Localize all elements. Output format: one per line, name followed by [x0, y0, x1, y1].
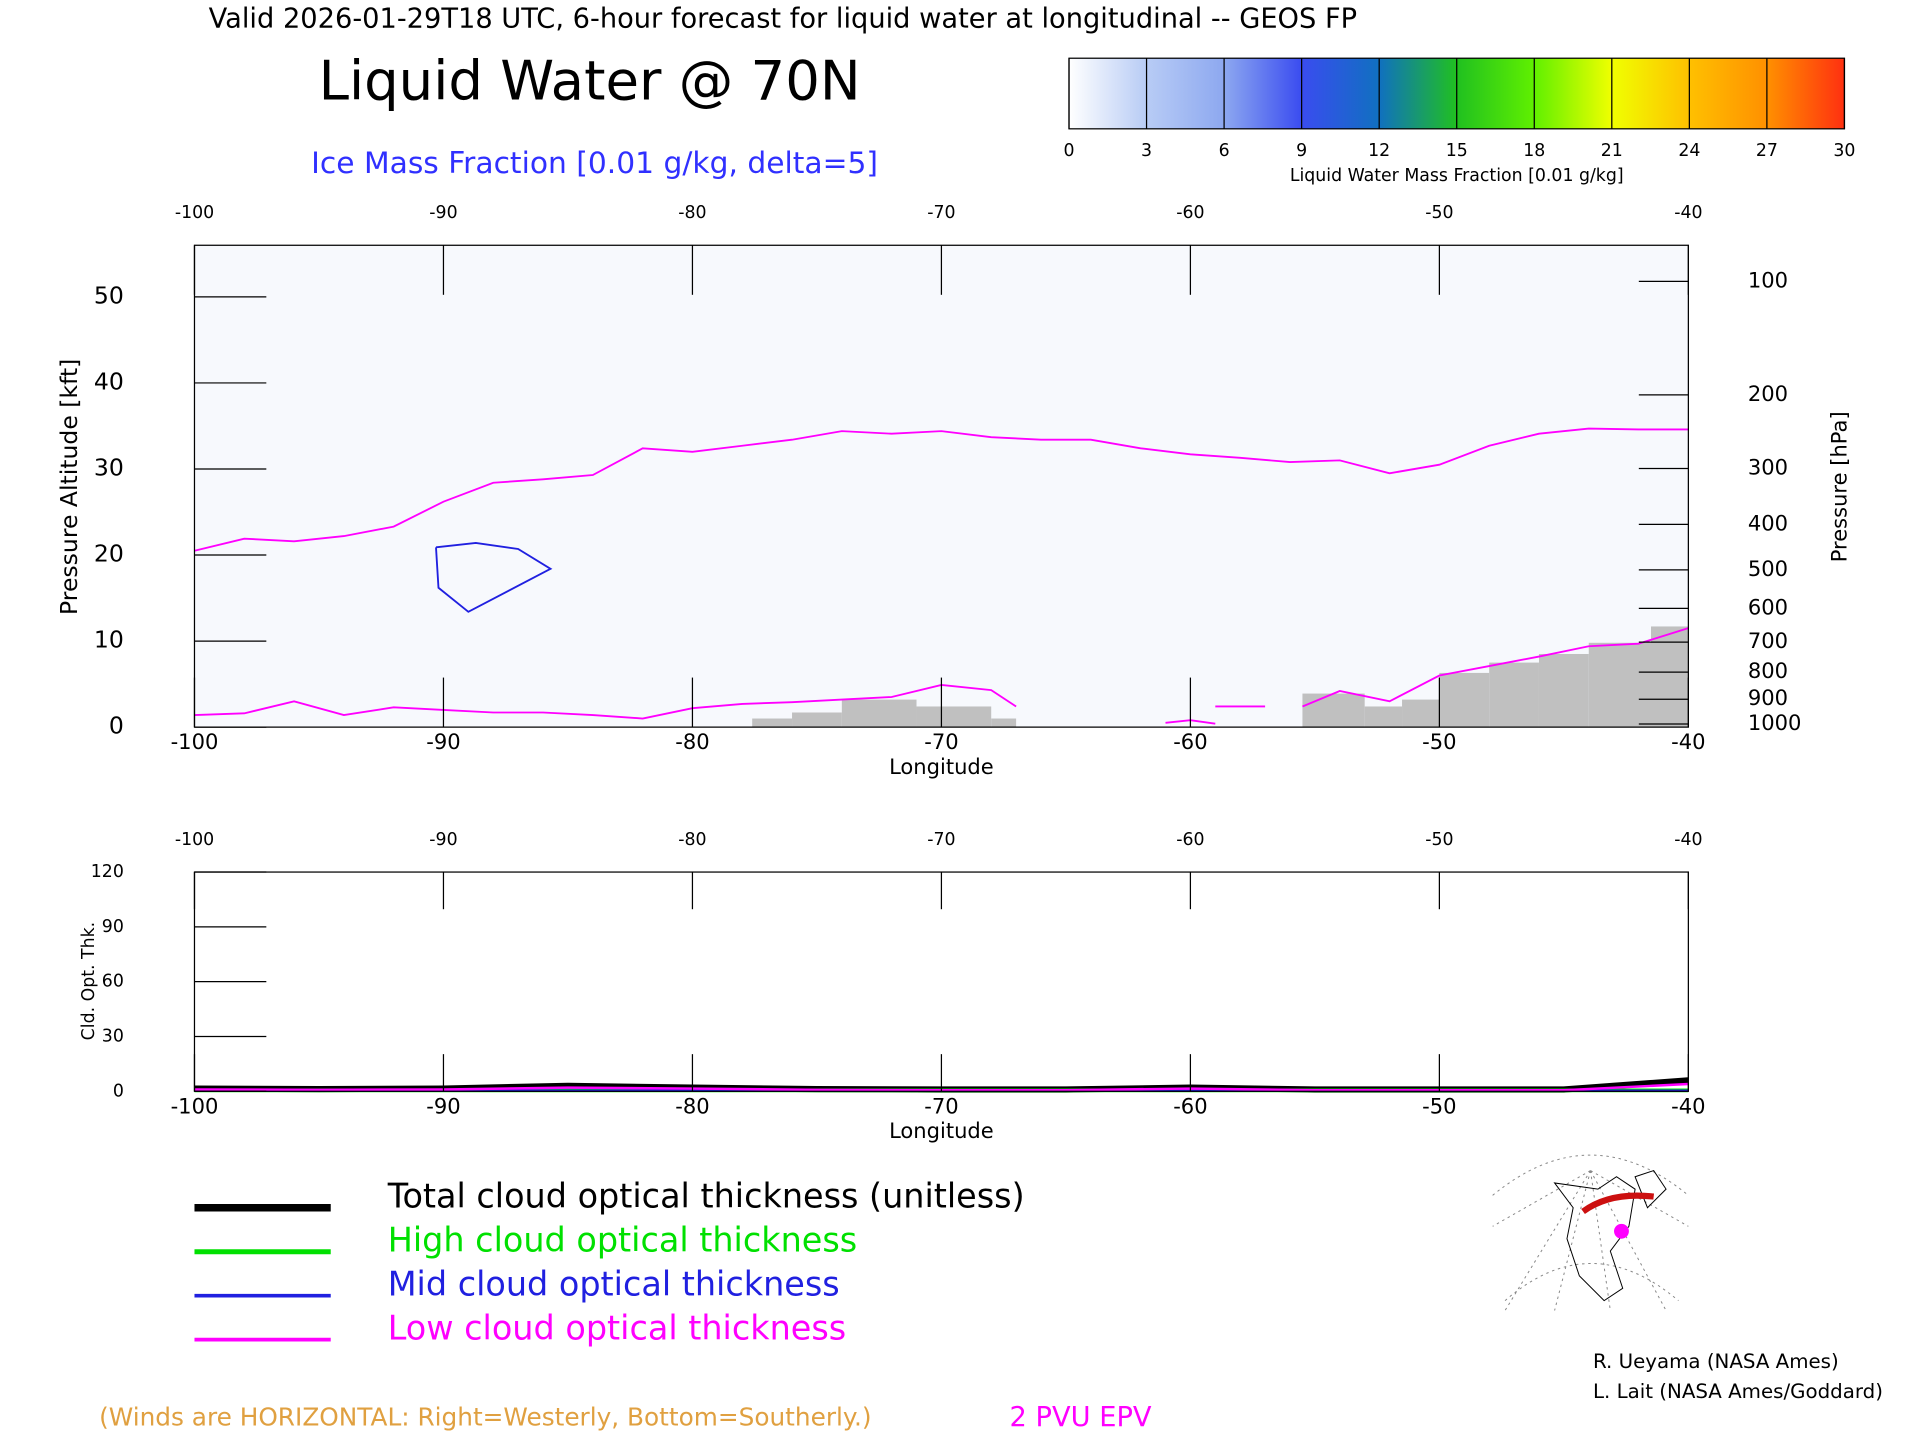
colorbar-tick-label: 15 — [1446, 141, 1468, 161]
y-tick-label: 20 — [94, 540, 124, 568]
x-tick-label-top: -60 — [1176, 203, 1204, 223]
y-tick-label: 90 — [102, 917, 124, 937]
colorbar-tick-label: 27 — [1756, 141, 1778, 161]
x-tick-label: -100 — [171, 1093, 219, 1118]
x-tick-label: -40 — [1671, 1093, 1705, 1118]
terrain — [991, 718, 1017, 728]
x-tick-label-top: -40 — [1674, 830, 1702, 850]
terrain — [841, 699, 917, 728]
y2-tick-label: 1000 — [1748, 710, 1802, 735]
x-tick-label-top: -70 — [927, 203, 955, 223]
y2-axis-label: Pressure [hPa] — [1827, 411, 1852, 562]
y-axis-label: Pressure Altitude [kft] — [55, 359, 83, 615]
wind-note: (Winds are HORIZONTAL: Right=Westerly, B… — [99, 1402, 871, 1431]
legend-label: Mid cloud optical thickness — [388, 1264, 840, 1303]
y-tick-label: 0 — [113, 1081, 124, 1101]
credit: L. Lait (NASA Ames/Goddard) — [1593, 1380, 1883, 1403]
y2-tick-label: 800 — [1748, 658, 1788, 683]
y2-tick-label: 600 — [1748, 594, 1788, 619]
colorbar-tick-label: 18 — [1523, 141, 1545, 161]
x-tick-label-top: -90 — [429, 203, 457, 223]
colorbar-label: Liquid Water Mass Fraction [0.01 g/kg] — [1290, 166, 1624, 186]
x-tick-label: -90 — [426, 729, 460, 754]
colorbar-tick-label: 9 — [1296, 141, 1307, 161]
y-tick-label: 30 — [94, 453, 124, 481]
colorbar-tick-label: 6 — [1219, 141, 1230, 161]
x-tick-label-top: -100 — [175, 203, 214, 223]
colorbar-tick-label: 21 — [1601, 141, 1623, 161]
x-tick-label: -50 — [1422, 729, 1456, 754]
x-axis-label: Longitude — [889, 754, 994, 779]
terrain — [1588, 642, 1652, 728]
terrain — [1402, 699, 1440, 728]
x-tick-label: -90 — [426, 1093, 460, 1118]
terrain — [752, 718, 793, 728]
y2-tick-label: 200 — [1748, 381, 1788, 406]
x-tick-label-top: -70 — [927, 830, 955, 850]
x-tick-label-top: -90 — [429, 830, 457, 850]
x-tick-label: -70 — [924, 729, 958, 754]
legend-label: Total cloud optical thickness (unitless) — [387, 1176, 1025, 1215]
y2-tick-label: 900 — [1748, 685, 1788, 710]
y-tick-label: 0 — [109, 712, 124, 740]
x-tick-label-top: -50 — [1425, 203, 1453, 223]
y-axis-label: Cld. Opt. Thk. — [79, 922, 99, 1041]
x-axis-label: Longitude — [889, 1118, 994, 1143]
x-tick-label: -40 — [1671, 729, 1705, 754]
x-tick-label-top: -100 — [175, 830, 214, 850]
terrain — [1538, 653, 1589, 728]
y2-tick-label: 300 — [1748, 455, 1788, 480]
x-tick-label-top: -50 — [1425, 830, 1453, 850]
y-tick-label: 50 — [94, 281, 124, 309]
terrain — [1364, 706, 1403, 728]
x-tick-label: -60 — [1173, 1093, 1207, 1118]
x-tick-label-top: -60 — [1176, 830, 1204, 850]
y-tick-label: 60 — [102, 972, 124, 992]
epv-legend: 2 PVU EPV — [1010, 1402, 1152, 1433]
y2-tick-label: 100 — [1748, 267, 1788, 292]
plot-background — [194, 245, 1689, 728]
legend-label: Low cloud optical thickness — [388, 1308, 846, 1347]
terrain — [1489, 662, 1539, 728]
legend-label: High cloud optical thickness — [388, 1220, 857, 1259]
x-tick-label: -100 — [171, 729, 219, 754]
x-tick-label: -70 — [924, 1093, 958, 1118]
terrain — [1439, 672, 1490, 728]
terrain — [916, 706, 992, 728]
x-tick-label: -50 — [1422, 1093, 1456, 1118]
cloud-contour — [435, 542, 553, 613]
y2-tick-label: 700 — [1748, 628, 1788, 653]
colorbar-tick-label: 12 — [1368, 141, 1390, 161]
colorbar-tick-label: 30 — [1833, 141, 1855, 161]
map-inset — [1492, 1154, 1689, 1311]
x-tick-label: -60 — [1173, 729, 1207, 754]
credit: R. Ueyama (NASA Ames) — [1593, 1350, 1839, 1373]
y-tick-label: 30 — [102, 1026, 124, 1046]
x-tick-label-top: -40 — [1674, 203, 1702, 223]
chart-subtitle: Ice Mass Fraction [0.01 g/kg, delta=5] — [311, 146, 878, 181]
x-tick-label-top: -80 — [678, 203, 706, 223]
header: Valid 2026-01-29T18 UTC, 6-hour forecast… — [209, 3, 1357, 34]
y-tick-label: 40 — [94, 367, 124, 395]
colorbar-tick-label: 0 — [1063, 141, 1074, 161]
x-tick-label: -80 — [675, 1093, 709, 1118]
x-tick-label-top: -80 — [678, 830, 706, 850]
terrain — [1302, 693, 1365, 728]
y2-tick-label: 500 — [1748, 556, 1788, 581]
colorbar-tick-label: 24 — [1678, 141, 1700, 161]
chart-title: Liquid Water @ 70N — [319, 48, 861, 112]
colorbar-tick-label: 3 — [1141, 141, 1152, 161]
x-tick-label: -80 — [675, 729, 709, 754]
terrain — [792, 712, 842, 728]
y2-tick-label: 400 — [1748, 510, 1788, 535]
y-tick-label: 120 — [91, 862, 124, 882]
y-tick-label: 10 — [94, 626, 124, 654]
terrain — [1651, 626, 1689, 728]
